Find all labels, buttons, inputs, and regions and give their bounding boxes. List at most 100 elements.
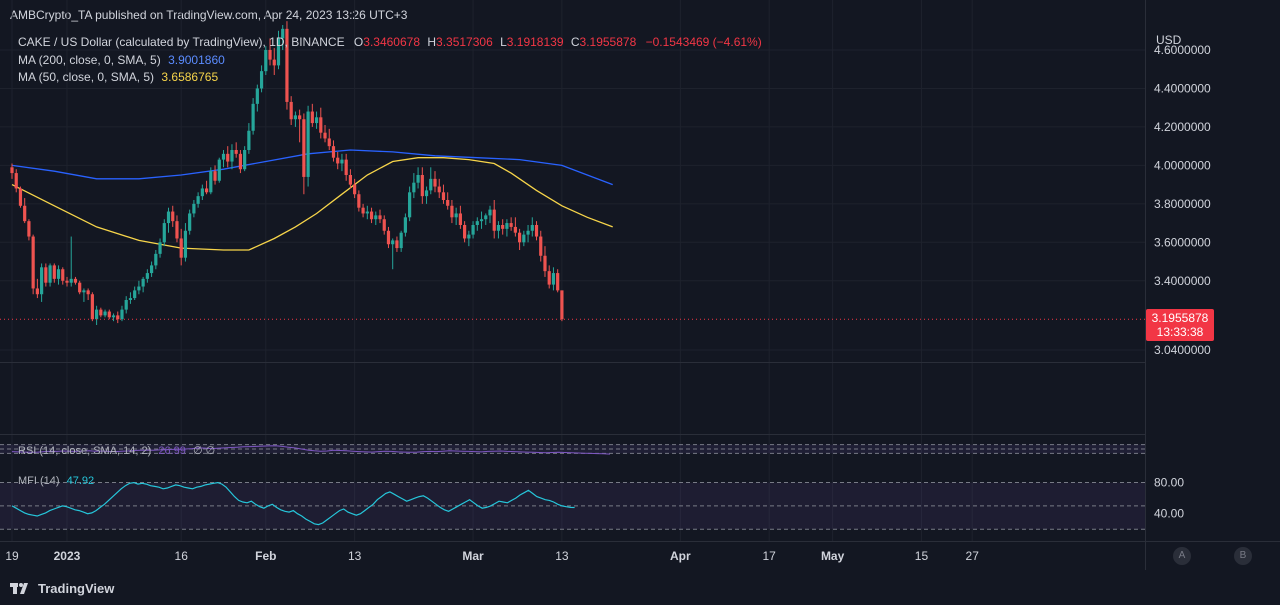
candle-body: [141, 278, 145, 287]
candle-body: [23, 205, 27, 222]
candle-body: [281, 28, 285, 39]
time-tick-label: Feb: [255, 549, 276, 563]
price-tick-label: 3.0400000: [1154, 343, 1211, 357]
ma200-legend[interactable]: MA (200, close, 0, SMA, 5) 3.9001860: [18, 53, 225, 67]
candle-body: [61, 269, 65, 281]
candle-body: [314, 117, 319, 124]
candle-body: [492, 209, 496, 231]
candle-body: [65, 280, 69, 283]
candle-body: [82, 290, 86, 293]
rsi-value: 26.99: [158, 445, 186, 457]
candle-body: [124, 300, 128, 310]
price-tick-label: 4.0000000: [1154, 158, 1211, 172]
candle-body: [496, 225, 501, 231]
candle-body: [243, 150, 247, 170]
candle-body: [450, 205, 454, 218]
candle-body: [310, 111, 314, 124]
candle-body: [382, 219, 386, 231]
ohlc-close: C3.1955878: [570, 35, 637, 49]
symbol-title[interactable]: CAKE / US Dollar (calculated by TradingV…: [18, 35, 345, 49]
candle-body: [458, 213, 462, 225]
candle-body: [369, 211, 374, 220]
candle-body: [289, 101, 293, 120]
candle-body: [353, 184, 357, 195]
price-tick-label: 4.2000000: [1154, 120, 1211, 134]
candle-body: [509, 223, 513, 227]
candle-body: [408, 192, 412, 218]
candle-body: [149, 265, 154, 274]
candle-body: [386, 230, 391, 245]
candle-body: [530, 225, 534, 231]
candle-body: [133, 290, 137, 299]
mfi-legend[interactable]: MFI (14) 47.92: [18, 475, 94, 487]
ma200-line: [11, 149, 613, 186]
candle-countdown: 13:33:38: [1157, 325, 1204, 339]
candle-body: [551, 273, 556, 285]
candle-body: [293, 115, 298, 120]
rsi-legend[interactable]: RSI (14, close, SMA, 14, 2) 26.99 ∅ ∅: [18, 444, 215, 457]
auto-scale-button[interactable]: A: [1173, 547, 1191, 565]
candle-body: [488, 209, 492, 216]
candle-body: [213, 171, 217, 181]
time-tick-label: Apr: [670, 549, 691, 563]
rsi-band: [0, 444, 1145, 454]
candle-body: [556, 273, 560, 291]
candle-body: [162, 223, 166, 243]
candle-body: [348, 175, 352, 185]
candle-body: [35, 288, 39, 295]
candle-body: [192, 203, 196, 214]
candle-body: [479, 219, 484, 222]
candle-body: [298, 115, 302, 120]
candle-body: [378, 215, 382, 220]
mfi-label: MFI (14): [18, 475, 60, 487]
candle-body: [403, 217, 407, 233]
ohlc-open: O3.3460678: [353, 35, 420, 49]
footer-brand-text: TradingView: [38, 580, 115, 596]
candle-body: [547, 271, 551, 285]
symbol-legend: CAKE / US Dollar (calculated by TradingV…: [18, 35, 762, 49]
candle-body: [365, 211, 369, 214]
candle-body: [158, 242, 162, 254]
price-tick-label: 3.8000000: [1154, 197, 1211, 211]
candle-body: [471, 225, 475, 235]
candle-body: [259, 71, 264, 89]
mfi-value: 47.92: [66, 475, 95, 487]
candle-body: [399, 232, 403, 249]
candle-body: [484, 215, 488, 220]
time-axis-ticks: 19 2023 16 Feb 13 Mar 13 Apr 17 May 15 27: [5, 549, 979, 563]
candle-body: [424, 190, 429, 197]
time-tick-label: 19: [5, 549, 19, 563]
candle-body: [340, 159, 344, 164]
ma200-value: 3.9001860: [168, 53, 225, 67]
time-tick-label: 17: [762, 549, 776, 563]
candle-body: [171, 211, 175, 222]
currency-label[interactable]: USD: [1156, 33, 1182, 47]
ma200-line-group: [11, 149, 613, 186]
candle-body: [391, 240, 395, 245]
time-tick-label: 2023: [54, 549, 81, 563]
candle-body: [196, 196, 200, 204]
price-axis-divider: [1145, 0, 1146, 570]
candle-body: [543, 255, 547, 272]
b-button[interactable]: B: [1234, 547, 1252, 565]
candle-body: [336, 157, 340, 164]
candle-body: [107, 311, 111, 318]
ma50-legend[interactable]: MA (50, close, 0, SMA, 5) 3.6586765: [18, 70, 218, 84]
candle-body: [73, 278, 78, 283]
candle-body: [56, 269, 61, 279]
candle-body: [395, 240, 399, 249]
candle-body: [522, 234, 526, 243]
candle-body: [44, 267, 48, 283]
price-tick-label: 4.6000000: [1154, 43, 1211, 57]
candles-group: [10, 21, 564, 325]
candle-body: [154, 253, 158, 266]
candle-body: [505, 223, 509, 229]
candle-body: [111, 315, 116, 318]
candle-body: [331, 146, 336, 158]
candle-body: [52, 265, 56, 279]
candle-body: [14, 173, 18, 189]
candle-body: [429, 178, 433, 191]
price-tick-label: 3.6000000: [1154, 235, 1211, 249]
candle-body: [420, 175, 424, 197]
